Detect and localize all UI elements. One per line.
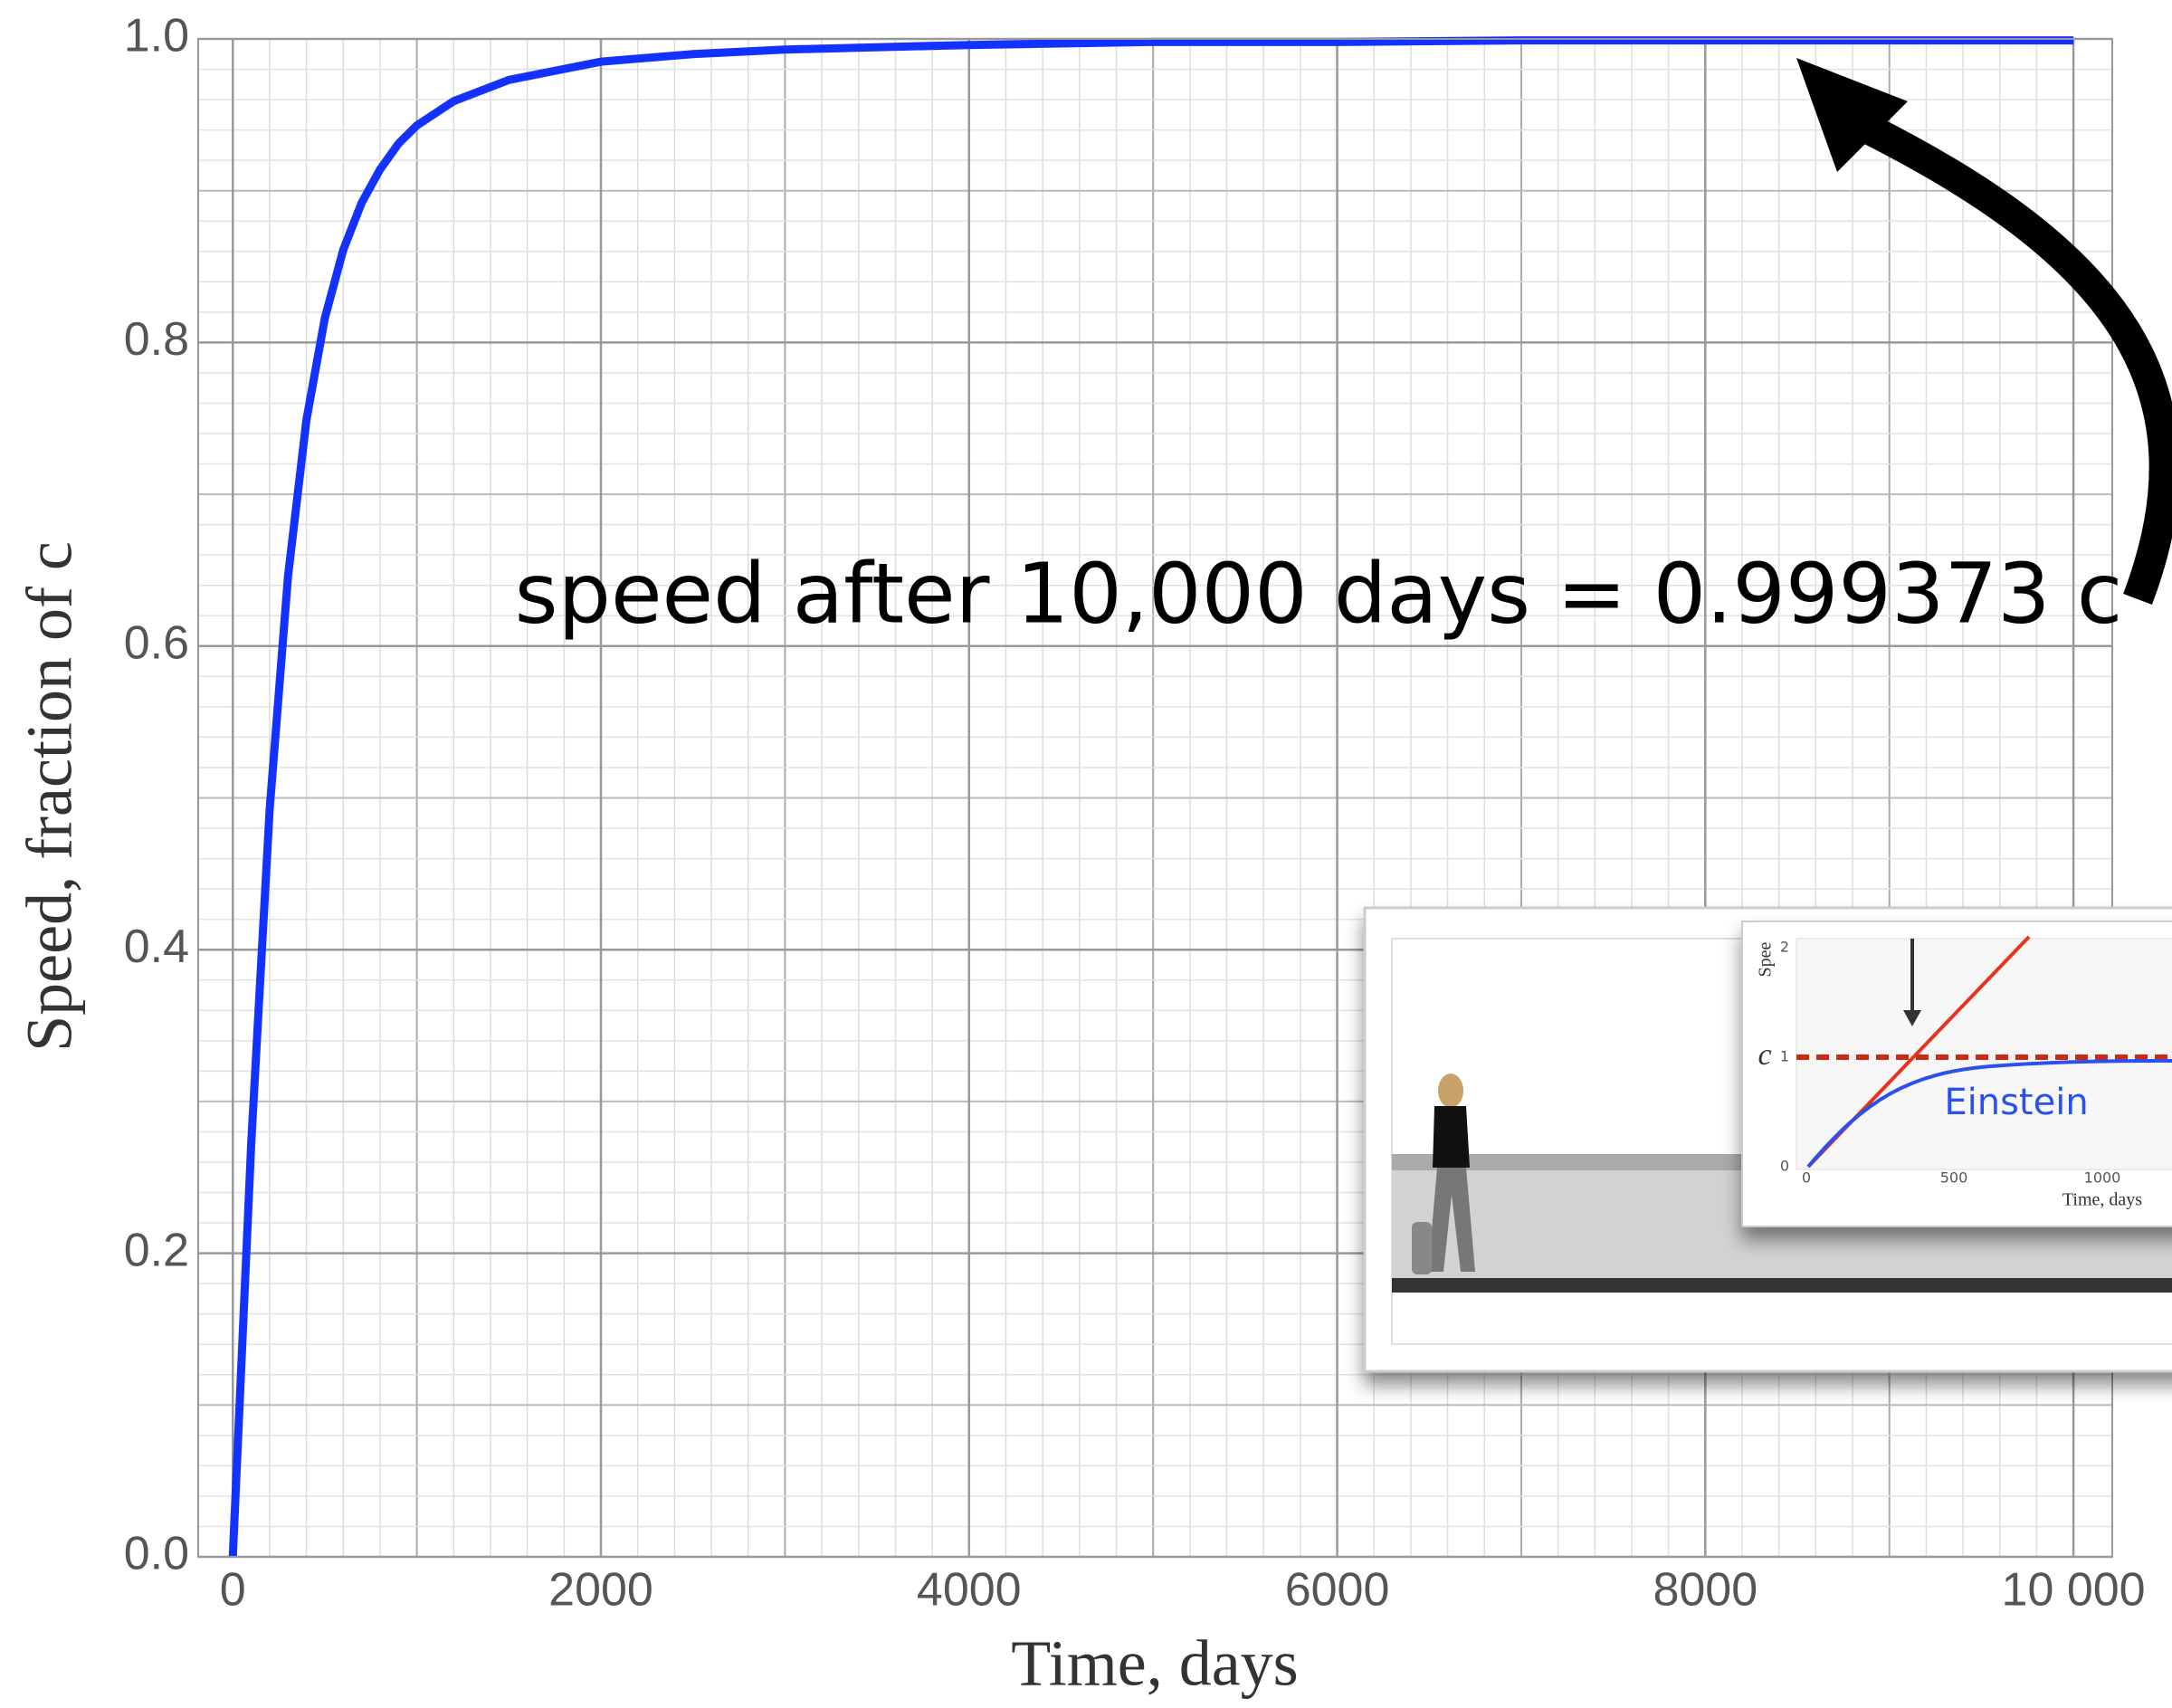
inset-person — [1412, 1073, 1475, 1274]
y-tick-label: 1.0 — [124, 10, 189, 62]
inset-c-label: c — [1758, 1038, 1771, 1072]
inset: Einstein c Spee 2 1 0 0 500 1000 Time, d… — [1363, 906, 2172, 1373]
x-axis-label: Time, days — [1011, 1627, 1298, 1700]
x-tick-label: 2000 — [548, 1564, 653, 1617]
x-tick-label: 0 — [220, 1564, 246, 1617]
line — [228, 36, 2074, 1558]
x-tick-label: 10 000 — [2002, 1564, 2146, 1617]
inset-chart: Einstein c Spee 2 1 0 0 500 1000 Time, d… — [1741, 921, 2172, 1227]
arrow-head — [1796, 58, 1908, 172]
arrow — [1857, 112, 2172, 606]
inset-y-tick: 1 — [1780, 1048, 1789, 1065]
inset-x-label: Time, days — [2062, 1190, 2142, 1210]
y-tick-label: 0.6 — [124, 617, 189, 670]
x-tick-label: 4000 — [917, 1564, 1022, 1617]
plot-frame — [197, 38, 2113, 1558]
inset-x-tick: 500 — [1940, 1169, 1968, 1187]
y-tick-label: 0.2 — [124, 1224, 189, 1276]
y-tick-label: 0.4 — [124, 921, 189, 973]
inset-chart-plot — [1796, 938, 2172, 1170]
x-tick-label: 8000 — [1653, 1564, 1758, 1617]
inset-y-tick: 2 — [1780, 939, 1789, 956]
inset-x-tick: 1000 — [2084, 1169, 2121, 1187]
annotation: speed after 10,000 days = 0.999373 c — [515, 545, 2123, 642]
inset-curve-label: Einstein — [1944, 1082, 2088, 1123]
plot — [228, 36, 2074, 1558]
inset-blue-curve — [1806, 1058, 2172, 1169]
y-tick-label: 0.0 — [124, 1528, 189, 1580]
x-tick-label: 6000 — [1285, 1564, 1390, 1617]
y-tick-label: 0.8 — [124, 313, 189, 366]
inset-y-label: Spee — [1756, 941, 1776, 977]
inset-floor — [1392, 1278, 2172, 1293]
inset-x-tick: 0 — [1802, 1169, 1811, 1187]
y-axis-label: Speed, fraction of c — [14, 541, 86, 1052]
inset-arrow-head — [1903, 1010, 1921, 1026]
inset-y-tick: 0 — [1780, 1158, 1789, 1175]
